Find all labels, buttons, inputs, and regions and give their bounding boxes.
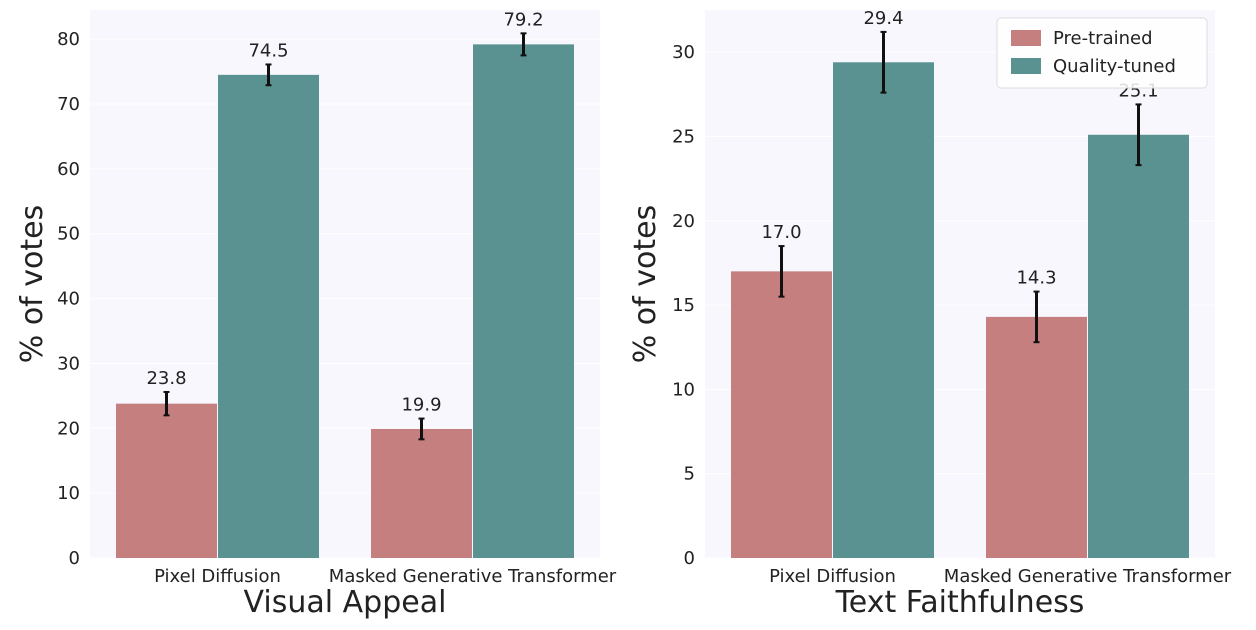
bar-value-label: 29.4 xyxy=(863,8,903,29)
legend-swatch-quality-tuned xyxy=(1011,58,1041,74)
x-axis-title: Text Faithfulness xyxy=(835,585,1085,620)
y-tick-label: 30 xyxy=(57,353,80,374)
y-tick-label: 10 xyxy=(57,483,80,504)
legend-box xyxy=(996,17,1208,89)
bar-value-label: 74.5 xyxy=(248,40,288,61)
y-tick-label: 25 xyxy=(672,126,695,147)
y-tick-label: 40 xyxy=(57,289,80,310)
y-tick-label: 20 xyxy=(672,211,695,232)
bar-value-label: 17.0 xyxy=(761,222,801,243)
bar-quality-tuned xyxy=(473,44,574,559)
y-tick-label: 10 xyxy=(672,379,695,400)
x-axis-title: Visual Appeal xyxy=(244,585,447,620)
y-tick-label: 70 xyxy=(57,94,80,115)
bar-value-label: 19.9 xyxy=(401,395,441,416)
x-tick-label: Pixel Diffusion xyxy=(154,566,281,587)
legend-label-pre-trained: Pre-trained xyxy=(1053,28,1153,49)
legend-label-quality-tuned: Quality-tuned xyxy=(1053,56,1176,77)
chart-panel-1: 0 10 20 30 40 50 60 70 80 23.8 74.5 Pixel Diffusion… xyxy=(15,9,617,620)
legend: Pre-trained Quality-tuned xyxy=(996,17,1208,89)
bar-pre-trained xyxy=(116,403,217,558)
bar-quality-tuned xyxy=(218,74,319,558)
bar-pre-trained xyxy=(371,428,472,558)
y-tick-label: 15 xyxy=(672,295,695,316)
bar-pre-trained xyxy=(986,316,1087,558)
x-tick-label: Pixel Diffusion xyxy=(769,566,896,587)
y-tick-label: 60 xyxy=(57,159,80,180)
x-tick-label: Masked Generative Transformer xyxy=(329,566,617,587)
bar-value-label: 14.3 xyxy=(1016,268,1056,289)
y-axis-title: % of votes xyxy=(15,205,50,363)
y-tick-label: 0 xyxy=(69,548,80,569)
y-tick-label: 30 xyxy=(672,42,695,63)
y-tick-label: 20 xyxy=(57,418,80,439)
x-tick-label: Masked Generative Transformer xyxy=(944,566,1232,587)
bar-quality-tuned xyxy=(1088,134,1189,558)
bar-pre-trained xyxy=(731,271,832,558)
bar-quality-tuned xyxy=(833,62,934,558)
legend-swatch-pre-trained xyxy=(1011,30,1041,46)
bar-value-label: 23.8 xyxy=(146,368,186,389)
y-tick-label: 0 xyxy=(684,548,695,569)
y-tick-label: 50 xyxy=(57,224,80,245)
y-tick-label: 5 xyxy=(684,464,695,485)
y-axis-title: % of votes xyxy=(628,205,663,363)
y-tick-label: 80 xyxy=(57,29,80,50)
bar-value-label: 79.2 xyxy=(503,9,543,30)
